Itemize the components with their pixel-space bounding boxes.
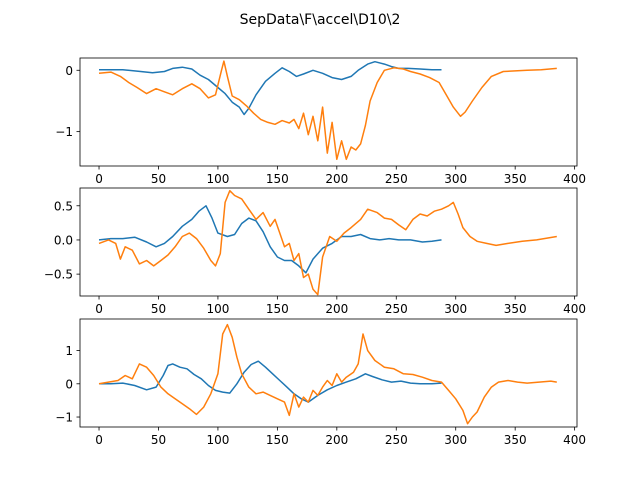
x-tick-label: 0 <box>95 302 103 316</box>
series-line-1 <box>98 205 442 274</box>
y-tick-label: −1 <box>55 411 73 425</box>
y-tick-label: −1 <box>55 125 73 139</box>
x-tick-label: 200 <box>325 433 348 447</box>
x-tick-label: 100 <box>206 302 229 316</box>
x-tick-label: 400 <box>563 302 586 316</box>
x-tick-label: 0 <box>95 172 103 186</box>
x-tick-label: 50 <box>151 433 166 447</box>
x-tick-label: 350 <box>504 433 527 447</box>
subplot-3: 0 50 100 150 200 250 300 350 400 1 0 −1 <box>55 318 586 447</box>
series-line-1 <box>99 360 442 403</box>
x-tick-label: 50 <box>151 302 166 316</box>
x-tick-label: 150 <box>266 433 289 447</box>
x-tick-label: 300 <box>444 172 467 186</box>
x-tick-label: 150 <box>266 302 289 316</box>
x-tick-label: 200 <box>325 172 348 186</box>
x-tick-label: 200 <box>325 302 348 316</box>
y-tick-label: −0.5 <box>44 268 73 282</box>
y-tick-label: 1 <box>65 344 73 358</box>
x-tick-label: 250 <box>385 172 408 186</box>
series-line-1 <box>99 60 442 116</box>
x-tick-label: 400 <box>563 172 586 186</box>
x-tick-label: 400 <box>563 433 586 447</box>
x-tick-label: 300 <box>444 433 467 447</box>
x-tick-label: 350 <box>504 172 527 186</box>
axes-frame <box>79 187 578 297</box>
x-tick-label: 0 <box>95 433 103 447</box>
axes-frame <box>79 318 578 428</box>
series-line-2 <box>98 323 557 425</box>
y-tick-label: 0.0 <box>54 233 73 247</box>
x-tick-label: 150 <box>266 172 289 186</box>
subplot-2: 0 50 100 150 200 250 300 350 400 0.5 0.0 −0.5 <box>44 187 586 316</box>
series-line-2 <box>98 189 557 296</box>
figure-title: SepData\F\accel\D10\2 <box>240 12 401 28</box>
series-line-2 <box>98 60 557 161</box>
x-tick-label: 300 <box>444 302 467 316</box>
subplot-1: 0 50 100 150 200 250 300 350 400 0 −1 <box>55 57 586 186</box>
x-tick-label: 100 <box>206 433 229 447</box>
y-tick-label: 0 <box>65 377 73 391</box>
x-tick-label: 100 <box>206 172 229 186</box>
y-tick-label: 0 <box>65 64 73 78</box>
x-tick-label: 250 <box>385 433 408 447</box>
x-tick-label: 50 <box>151 172 166 186</box>
y-tick-label: 0.5 <box>54 199 73 213</box>
axes-frame <box>79 57 578 167</box>
x-tick-label: 250 <box>385 302 408 316</box>
x-tick-label: 350 <box>504 302 527 316</box>
